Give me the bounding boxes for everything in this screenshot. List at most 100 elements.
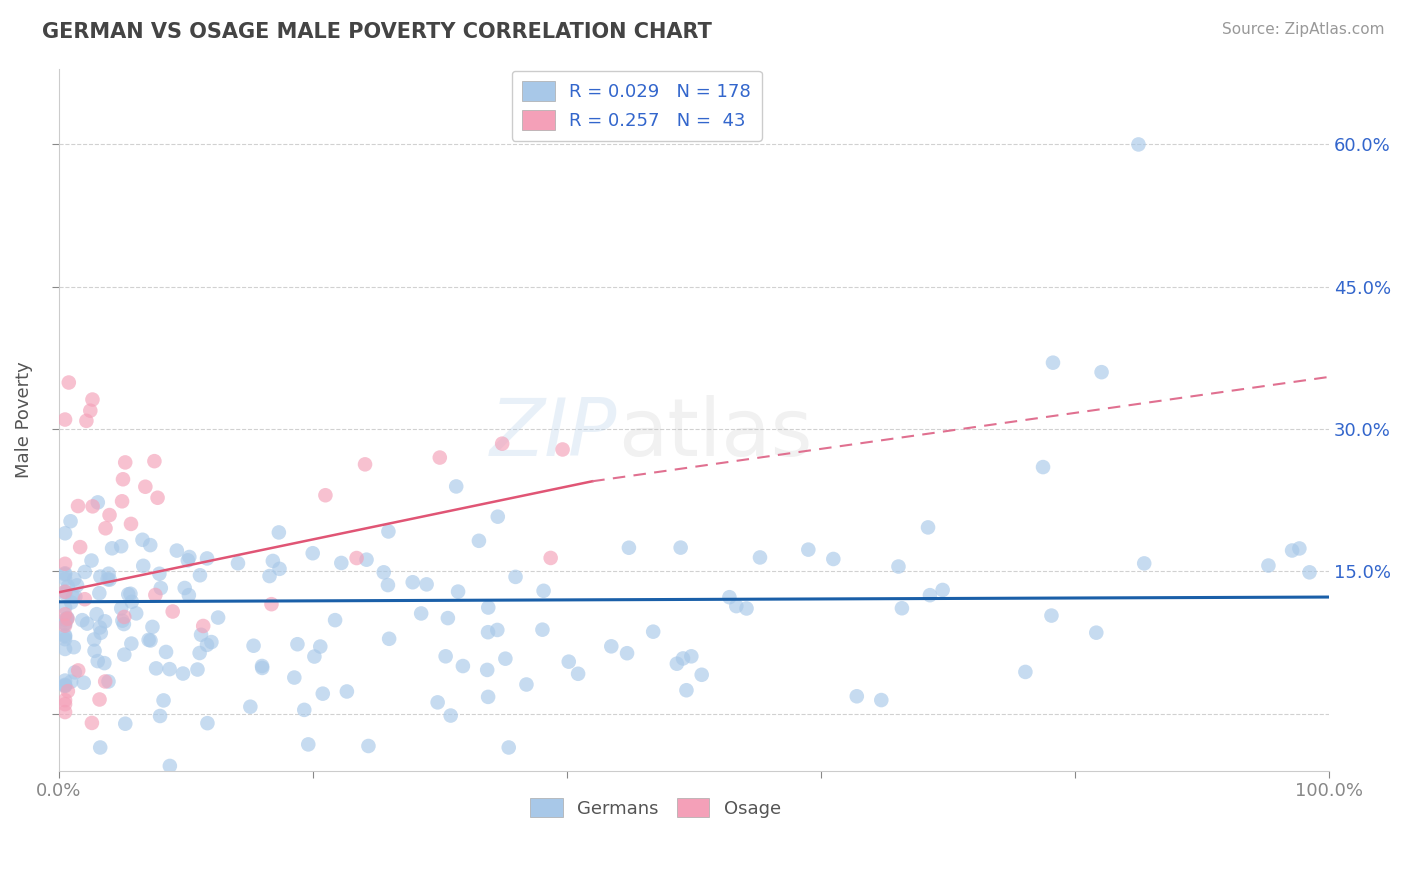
Point xyxy=(444,479,467,493)
Point xyxy=(1014,665,1036,679)
Point xyxy=(53,584,76,599)
Point xyxy=(53,607,76,622)
Point xyxy=(718,591,741,605)
Point xyxy=(94,674,117,689)
Point xyxy=(447,584,470,599)
Point xyxy=(76,616,98,631)
Point xyxy=(73,592,96,607)
Point xyxy=(177,553,200,567)
Point xyxy=(53,616,76,631)
Point xyxy=(97,674,120,689)
Point xyxy=(377,578,399,592)
Point xyxy=(505,570,527,584)
Point xyxy=(87,495,110,509)
Point xyxy=(97,572,120,586)
Point xyxy=(141,620,163,634)
Point xyxy=(146,491,169,505)
Point xyxy=(53,632,76,647)
Point xyxy=(53,697,76,711)
Point xyxy=(80,715,103,730)
Point xyxy=(87,654,110,668)
Point xyxy=(931,582,953,597)
Point xyxy=(643,624,665,639)
Point xyxy=(63,640,86,655)
Point xyxy=(226,556,249,570)
Point xyxy=(1298,566,1320,580)
Point xyxy=(451,659,474,673)
Point xyxy=(98,508,121,522)
Point xyxy=(1040,608,1063,623)
Point xyxy=(53,642,76,657)
Point xyxy=(53,412,76,426)
Point xyxy=(110,601,132,615)
Point xyxy=(56,612,79,626)
Point xyxy=(491,436,513,450)
Point xyxy=(725,599,748,613)
Point xyxy=(188,568,211,582)
Point xyxy=(378,632,401,646)
Point xyxy=(797,542,820,557)
Point xyxy=(177,588,200,602)
Point xyxy=(172,666,194,681)
Point xyxy=(1288,541,1310,556)
Point xyxy=(112,617,135,632)
Point xyxy=(98,573,121,587)
Point xyxy=(83,644,105,658)
Point xyxy=(120,587,142,601)
Point xyxy=(1090,365,1112,379)
Point xyxy=(66,499,89,513)
Point xyxy=(540,551,562,566)
Point xyxy=(111,494,134,508)
Point xyxy=(665,657,688,671)
Point xyxy=(870,693,893,707)
Point xyxy=(139,633,162,648)
Point xyxy=(494,651,516,665)
Point xyxy=(67,664,90,678)
Point xyxy=(354,458,377,472)
Point xyxy=(250,659,273,673)
Point xyxy=(89,620,111,634)
Point xyxy=(531,623,554,637)
Point xyxy=(82,392,104,407)
Point xyxy=(94,615,117,629)
Point xyxy=(672,651,695,665)
Point xyxy=(323,613,346,627)
Point xyxy=(60,595,83,609)
Point xyxy=(283,671,305,685)
Point xyxy=(440,708,463,723)
Point xyxy=(53,628,76,642)
Point xyxy=(616,646,638,660)
Point xyxy=(97,566,120,581)
Point xyxy=(377,524,399,539)
Point xyxy=(681,649,703,664)
Point xyxy=(63,665,86,680)
Point xyxy=(66,578,89,592)
Point xyxy=(143,454,166,468)
Point xyxy=(314,488,336,502)
Point xyxy=(551,442,574,457)
Point xyxy=(330,556,353,570)
Point xyxy=(690,667,713,681)
Point xyxy=(1257,558,1279,573)
Point xyxy=(79,403,101,417)
Point xyxy=(53,587,76,601)
Point xyxy=(56,579,79,593)
Point xyxy=(139,538,162,552)
Point xyxy=(159,662,181,676)
Point xyxy=(669,541,692,555)
Point xyxy=(434,649,457,664)
Y-axis label: Male Poverty: Male Poverty xyxy=(15,361,32,478)
Point xyxy=(887,559,910,574)
Point xyxy=(600,640,623,654)
Point xyxy=(823,552,845,566)
Point xyxy=(749,550,772,565)
Point xyxy=(86,607,108,622)
Point xyxy=(242,639,264,653)
Point xyxy=(112,648,135,662)
Point xyxy=(477,625,499,640)
Point xyxy=(138,632,160,647)
Point xyxy=(110,539,132,553)
Point xyxy=(193,619,215,633)
Point xyxy=(1032,460,1054,475)
Point xyxy=(190,628,212,642)
